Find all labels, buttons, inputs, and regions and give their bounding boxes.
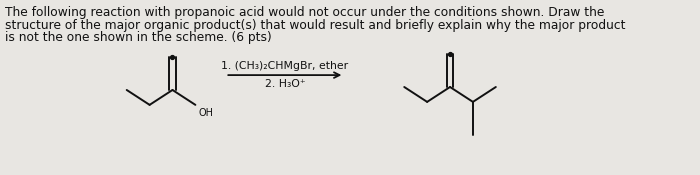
Text: 2. H₃O⁺: 2. H₃O⁺ bbox=[265, 79, 305, 89]
Text: 1. (CH₃)₂CHMgBr, ether: 1. (CH₃)₂CHMgBr, ether bbox=[221, 61, 349, 71]
Text: structure of the major organic product(s) that would result and briefly explain : structure of the major organic product(s… bbox=[5, 19, 626, 32]
Text: is not the one shown in the scheme. (6 pts): is not the one shown in the scheme. (6 p… bbox=[5, 32, 272, 44]
Text: The following reaction with propanoic acid would not occur under the conditions : The following reaction with propanoic ac… bbox=[5, 6, 605, 19]
Text: OH: OH bbox=[198, 108, 213, 118]
